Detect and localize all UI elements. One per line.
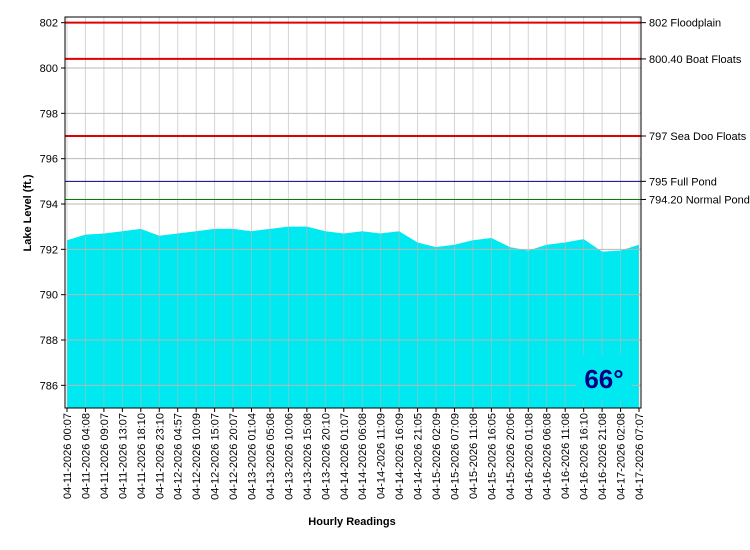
reference-label: 794.20 Normal Pond (649, 194, 750, 206)
x-tick-label: 04-16-2026 06:08 (542, 413, 554, 500)
x-tick-label: 04-11-2026 13:07 (117, 413, 129, 499)
x-tick-label: 04-12-2026 10:09 (191, 413, 203, 500)
x-tick-label: 04-17-2026 02:08 (616, 413, 628, 500)
y-tick-label: 790 (40, 290, 58, 302)
x-tick-label: 04-16-2026 01:08 (523, 413, 535, 500)
x-tick-label: 04-16-2026 11:08 (560, 413, 572, 499)
x-tick-label: 04-12-2026 20:07 (228, 413, 240, 500)
x-tick-label: 04-14-2026 16:09 (394, 413, 406, 500)
x-tick-label: 04-15-2026 02:09 (431, 413, 443, 500)
y-axis-title: Lake Level (ft.) (22, 174, 34, 251)
x-tick-label: 04-15-2026 07:09 (449, 413, 461, 500)
x-tick-label: 04-13-2026 10:06 (283, 413, 295, 500)
y-tick-label: 802 (40, 18, 58, 30)
x-tick-label: 04-14-2026 21:05 (413, 413, 425, 500)
x-tick-label: 04-14-2026 11:09 (376, 413, 388, 499)
x-tick-label: 04-11-2026 09:07 (99, 413, 111, 499)
area (67, 226, 639, 408)
x-tick-label: 04-16-2026 21:08 (597, 413, 609, 500)
x-tick-label: 04-14-2026 06:08 (357, 413, 369, 500)
x-tick-label: 04-12-2026 04:57 (173, 413, 185, 500)
y-tick-label: 786 (40, 380, 58, 392)
x-tick-label: 04-15-2026 16:05 (486, 413, 498, 500)
x-tick-label: 04-17-2026 07:07 (634, 413, 646, 500)
x-tick-label: 04-12-2026 15:07 (210, 413, 222, 500)
x-tick-label: 04-11-2026 23:10 (154, 413, 166, 499)
y-tick-label: 798 (40, 108, 58, 120)
reference-label: 802 Floodplain (649, 18, 721, 30)
y-tick-label: 794 (40, 199, 58, 211)
y-tick-label: 796 (40, 154, 58, 166)
x-tick-label: 04-14-2026 01:07 (339, 413, 351, 500)
x-tick-label: 04-15-2026 20:06 (505, 413, 517, 500)
x-tick-label: 04-13-2026 01:04 (247, 413, 259, 500)
y-tick-label: 800 (40, 63, 58, 75)
x-tick-label: 04-13-2026 20:10 (320, 413, 332, 500)
x-tick-label: 04-13-2026 15:08 (302, 413, 314, 500)
reference-label: 795 Full Pond (649, 176, 717, 188)
y-tick-label: 792 (40, 244, 58, 256)
x-tick-label: 04-11-2026 00:07 (62, 413, 74, 499)
temperature-badge (576, 355, 632, 401)
x-tick-label: 04-13-2026 05:08 (265, 413, 277, 500)
x-tick-label: 04-11-2026 18:10 (136, 413, 148, 499)
x-tick-label: 04-16-2026 16:10 (579, 413, 591, 500)
reference-label: 800.40 Boat Floats (649, 54, 742, 66)
y-tick-label: 788 (40, 335, 58, 347)
x-axis-title: Hourly Readings (308, 516, 395, 528)
x-tick-label: 04-15-2026 11:08 (468, 413, 480, 499)
reference-label: 797 Sea Doo Floats (649, 131, 747, 143)
x-tick-label: 04-11-2026 04:08 (80, 413, 92, 499)
plot-border (64, 16, 642, 409)
temperature: 66° (584, 364, 623, 394)
